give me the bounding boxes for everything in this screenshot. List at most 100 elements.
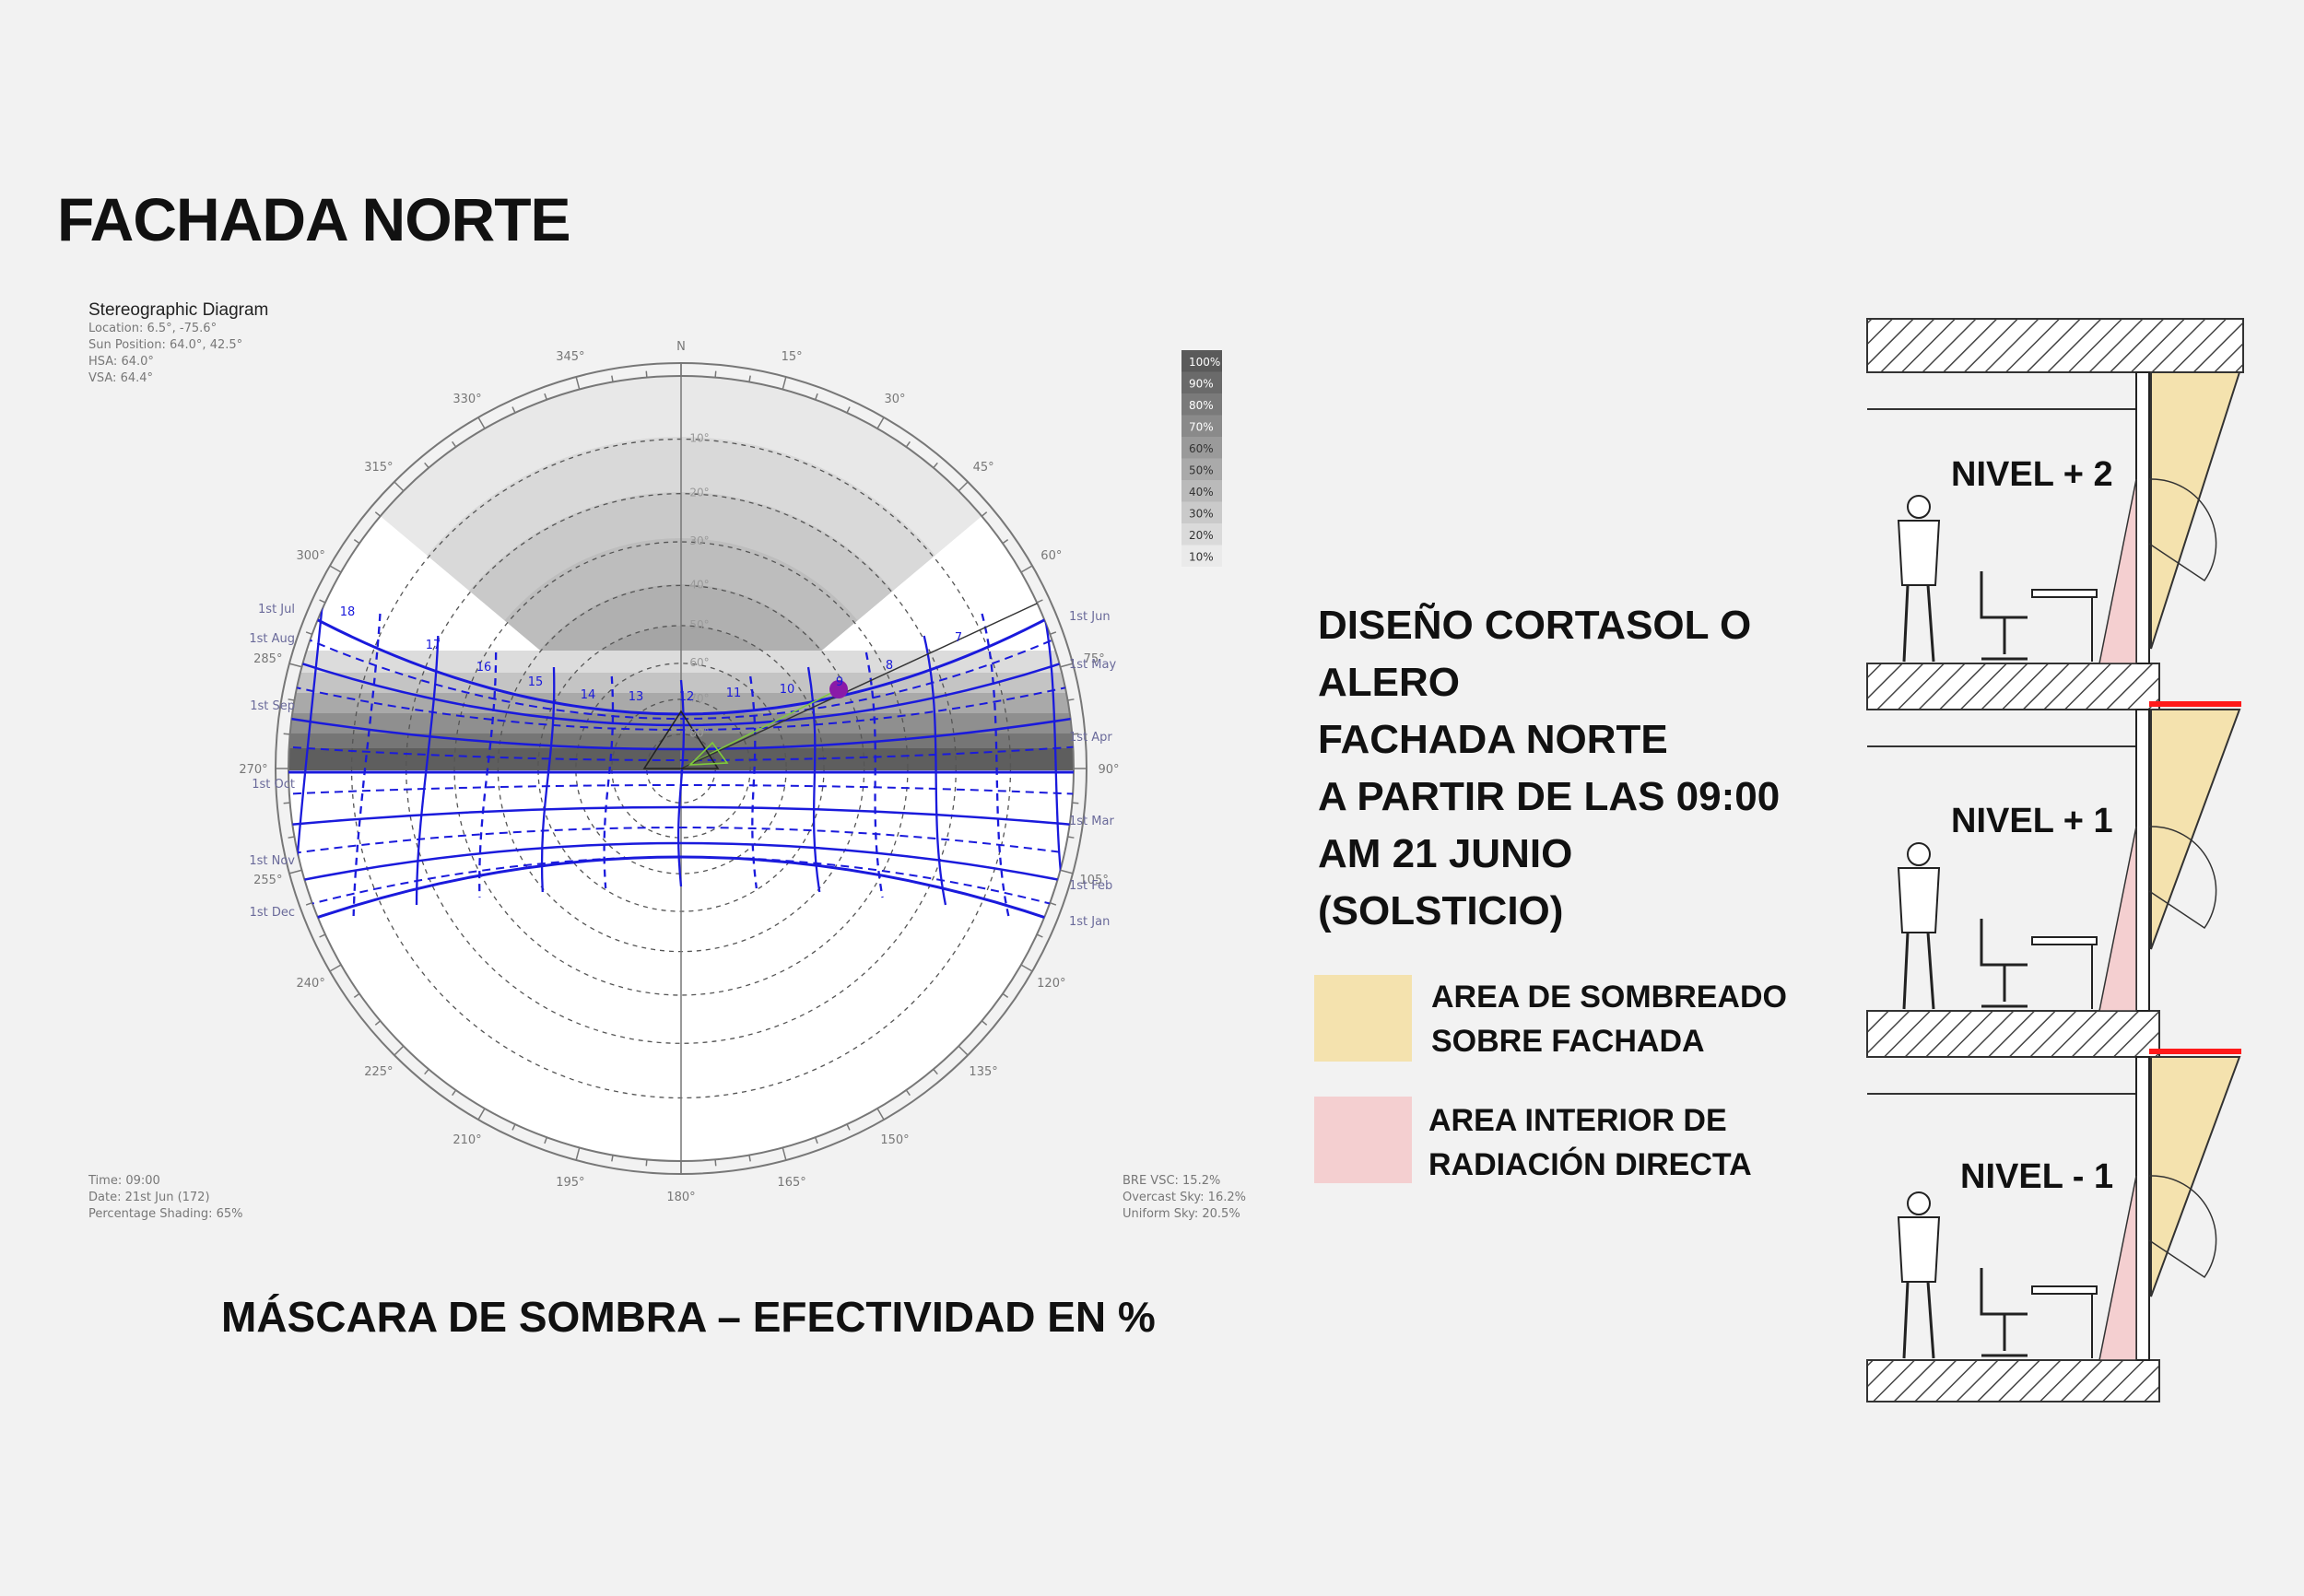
date-label-left: 1st Oct — [252, 778, 295, 792]
hour-label: 7 — [955, 631, 962, 645]
azimuth-tick — [958, 481, 969, 492]
floor-slab — [1866, 1359, 2160, 1402]
legend-text-radiation: AREA INTERIOR DE RADIACIÓN DIRECTA — [1428, 1098, 1752, 1187]
radiation-area — [2098, 826, 2137, 1012]
azimuth-tick — [544, 1137, 548, 1144]
date-label-left: 1st Nov — [249, 854, 295, 868]
legend-line: AREA INTERIOR DE — [1428, 1103, 1727, 1138]
azimuth-tick — [329, 565, 342, 573]
azimuth-tick — [374, 511, 382, 517]
floor-slab — [1866, 1010, 2160, 1058]
scale-swatch — [1181, 371, 1222, 393]
hour-line — [478, 651, 498, 898]
azimuth-tick — [1067, 698, 1075, 701]
radiation-area — [2098, 1175, 2137, 1361]
info-vsa: VSA: 64.4° — [88, 371, 154, 385]
altitude-label: 70° — [689, 692, 709, 705]
level-label-minus-1: NIVEL - 1 — [1960, 1157, 2114, 1196]
legend-swatch-radiation — [1314, 1097, 1412, 1183]
azimuth-tick — [958, 1045, 969, 1056]
legend-swatch-shade — [1314, 975, 1412, 1062]
azimuth-tick — [1050, 631, 1057, 636]
altitude-label: 80° — [689, 727, 709, 740]
scale-label: 10% — [1189, 551, 1214, 564]
azimuth-tick — [645, 1159, 648, 1167]
person-legs — [1902, 932, 1935, 1010]
date-label-right: 1st Apr — [1069, 731, 1112, 745]
azimuth-tick — [714, 370, 717, 378]
info-percentage-shading: Percentage Shading: 65% — [88, 1207, 243, 1221]
hour-line — [806, 666, 821, 893]
azimuth-tick — [1072, 802, 1079, 804]
date-line — [288, 626, 1074, 720]
azimuth-tick — [1036, 599, 1043, 604]
legend-line: AREA DE SOMBREADO — [1431, 980, 1787, 1015]
date-label-right: 1st Jan — [1069, 915, 1110, 929]
altitude-label: 30° — [689, 534, 709, 547]
date-line — [288, 805, 1074, 827]
azimuth-tick — [319, 599, 326, 604]
azimuth-tick — [1050, 901, 1057, 906]
info-location: Location: 6.5°, -75.6° — [88, 322, 217, 335]
azimuth-tick — [782, 1147, 787, 1161]
azimuth-tick — [288, 836, 295, 839]
azimuth-tick — [846, 1123, 851, 1131]
azimuth-tick — [544, 393, 548, 400]
scale-label: 100% — [1189, 356, 1220, 369]
azimuth-tick — [452, 440, 457, 448]
floor-slab — [1866, 318, 2244, 373]
date-line — [288, 683, 1074, 731]
azimuth-label: 270° — [239, 763, 267, 777]
radiation-area — [2098, 478, 2137, 664]
hour-label: 12 — [679, 690, 695, 704]
azimuth-tick — [329, 964, 342, 972]
date-line — [288, 827, 1074, 856]
floor-slab — [1866, 663, 2160, 710]
page-title: FACHADA NORTE — [57, 185, 571, 253]
hour-line — [415, 635, 440, 906]
scale-swatch — [1181, 415, 1222, 437]
desk-top — [2031, 936, 2098, 945]
building-section — [1866, 318, 2244, 1402]
azimuth-tick — [782, 376, 787, 390]
info-overcast-sky: Overcast Sky: 16.2% — [1123, 1191, 1246, 1204]
altitude-label: 10° — [689, 432, 709, 445]
azimuth-label: 165° — [777, 1176, 805, 1190]
scale-label: 90% — [1189, 378, 1214, 391]
date-label-right: 1st May — [1069, 658, 1116, 672]
azimuth-label: 255° — [253, 874, 282, 887]
azimuth-tick — [714, 1159, 717, 1167]
design-line: (SOLSTICIO) — [1318, 888, 1564, 933]
diagram-info-bottom-left: Time: 09:00 Date: 21st Jun (172) Percent… — [88, 1173, 242, 1223]
azimuth-tick — [424, 1068, 429, 1075]
azimuth-label: 60° — [1040, 549, 1062, 563]
date-label-right: 1st Mar — [1069, 815, 1114, 828]
info-date: Date: 21st Jun (172) — [88, 1191, 210, 1204]
date-line — [288, 597, 1074, 716]
office-chair — [1980, 1268, 2028, 1357]
scale-swatch — [1181, 501, 1222, 523]
vsa-triangle — [642, 710, 720, 769]
person-body — [1897, 1216, 1941, 1283]
facade-wall — [2135, 371, 2150, 664]
hour-label: 9 — [836, 675, 843, 689]
scale-swatch — [1181, 393, 1222, 416]
date-label-left: 1st Jul — [258, 603, 295, 616]
altitude-circle — [453, 541, 909, 996]
date-label-left: 1st Aug — [249, 632, 295, 646]
design-line: DISEÑO CORTASOL O — [1318, 603, 1752, 648]
person-head — [1907, 842, 1931, 866]
design-line: ALERO — [1318, 660, 1460, 705]
azimuth-tick — [981, 511, 988, 517]
office-chair — [1980, 919, 2028, 1008]
azimuth-label: 30° — [884, 393, 905, 406]
facade-wall — [2135, 709, 2150, 1012]
date-label-left: 1st Sep — [250, 699, 295, 713]
azimuth-tick — [575, 1147, 581, 1161]
azimuth-tick — [1067, 836, 1075, 839]
date-line — [288, 855, 1074, 933]
shading-scale: 100% 90% 80% 70% 60% 50% 40% 30% 20% 10% — [1181, 350, 1222, 567]
hour-line — [749, 675, 758, 889]
hour-line — [864, 651, 884, 898]
azimuth-tick — [394, 1045, 405, 1056]
